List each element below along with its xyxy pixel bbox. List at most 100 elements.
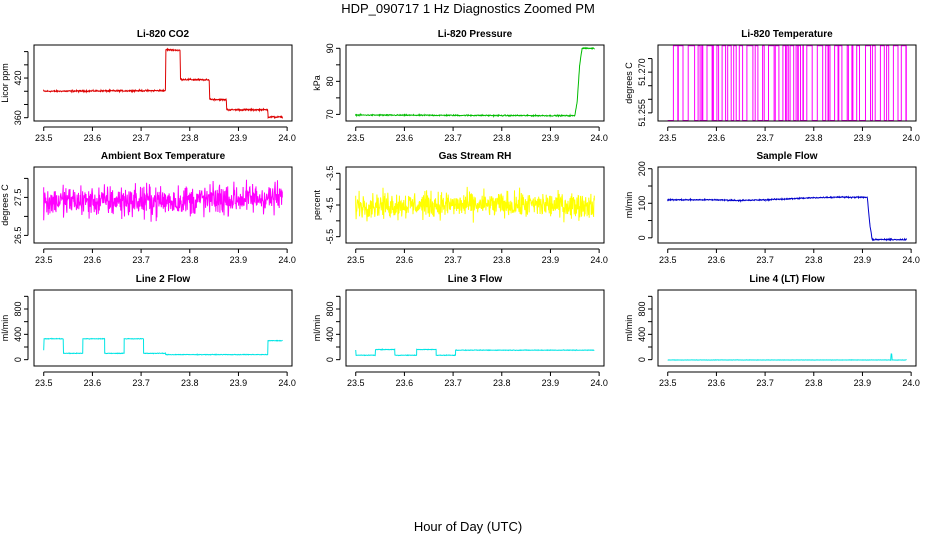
x-tick-label-line2: 23.8 [181, 378, 199, 388]
panel-title-line4: Line 4 (LT) Flow [749, 274, 825, 285]
x-tick-label-sample_flow: 23.9 [854, 255, 872, 265]
x-tick-label-temperature: 23.9 [854, 133, 872, 143]
x-tick-label-line4: 23.6 [708, 378, 726, 388]
x-tick-label-temperature: 23.8 [805, 133, 823, 143]
x-tick-label-temperature: 24.0 [902, 133, 920, 143]
y-tick-label-co2: 420 [13, 71, 23, 86]
plot-frame-ambient [33, 166, 293, 244]
plot-frame-line2 [33, 289, 293, 367]
y-tick-label-ambient: 26.5 [13, 227, 23, 245]
y-tick-label-rh: -5.5 [325, 229, 335, 245]
x-tick-label-line2: 24.0 [278, 378, 296, 388]
x-tick-label-line3: 23.6 [396, 378, 414, 388]
plot-frame-co2 [33, 44, 293, 122]
y-tick-label-line4: 0 [637, 357, 647, 362]
y-tick-label-pressure: 90 [325, 43, 335, 53]
y-label-line4: ml/min [624, 315, 634, 342]
x-tick-label-pressure: 23.5 [347, 133, 365, 143]
x-tick-label-sample_flow: 23.5 [659, 255, 677, 265]
plot-frame-pressure [345, 44, 605, 122]
x-tick-label-sample_flow: 23.7 [756, 255, 774, 265]
x-tick-label-ambient: 24.0 [278, 255, 296, 265]
x-tick-label-line3: 23.7 [444, 378, 462, 388]
series-line-rh [355, 186, 595, 223]
series-line-line3 [355, 348, 595, 357]
x-tick-label-ambient: 23.5 [35, 255, 53, 265]
y-tick-label-line4: 800 [637, 301, 647, 316]
y-tick-label-ambient: 27.5 [13, 189, 23, 207]
x-tick-label-pressure: 23.8 [493, 133, 511, 143]
panel-ambient: Ambient Box Temperature 23.5 23.6 23.7 23.8 2… [0, 151, 296, 265]
x-tick-label-line4: 23.7 [756, 378, 774, 388]
x-tick-label-line3: 23.9 [542, 378, 560, 388]
series-line-temperature [667, 45, 907, 121]
x-tick-label-line2: 23.7 [132, 378, 150, 388]
y-label-co2: Licor ppm [0, 63, 10, 103]
plot-frame-sample_flow [657, 166, 917, 244]
series-line-line4 [667, 353, 907, 362]
x-tick-label-co2: 23.5 [35, 133, 53, 143]
x-tick-label-line3: 24.0 [590, 378, 608, 388]
x-tick-label-line4: 23.5 [659, 378, 677, 388]
series-line-ambient [43, 179, 283, 222]
x-tick-label-line2: 23.6 [84, 378, 102, 388]
series-line-co2 [43, 47, 283, 120]
y-label-ambient: degrees C [0, 184, 10, 226]
panel-title-line2: Line 2 Flow [136, 274, 191, 285]
x-tick-label-co2: 23.8 [181, 133, 199, 143]
x-tick-label-co2: 23.6 [84, 133, 102, 143]
x-tick-label-pressure: 23.7 [444, 133, 462, 143]
plot-frame-line4 [657, 289, 917, 367]
y-tick-label-line2: 0 [13, 357, 23, 362]
x-tick-label-sample_flow: 23.6 [708, 255, 726, 265]
x-tick-label-co2: 24.0 [278, 133, 296, 143]
y-label-temperature: degrees C [624, 62, 634, 104]
y-tick-label-sample_flow: 100 [637, 196, 647, 211]
y-label-pressure: kPa [312, 75, 322, 91]
panel-title-line3: Line 3 Flow [448, 274, 503, 285]
x-tick-label-line3: 23.5 [347, 378, 365, 388]
y-tick-label-temperature: 51.270 [637, 58, 647, 86]
x-tick-label-rh: 23.5 [347, 255, 365, 265]
x-tick-label-rh: 24.0 [590, 255, 608, 265]
y-tick-label-line3: 0 [325, 357, 335, 362]
x-tick-label-co2: 23.9 [230, 133, 248, 143]
x-tick-label-co2: 23.7 [132, 133, 150, 143]
x-tick-label-rh: 23.7 [444, 255, 462, 265]
y-label-rh: percent [312, 189, 322, 220]
x-tick-label-line4: 23.8 [805, 378, 823, 388]
y-tick-label-temperature: 51.255 [637, 99, 647, 127]
panel-rh: Gas Stream RH 23.5 23.6 23.7 23.8 23.9 24.0 -5.… [312, 151, 608, 265]
panel-line3: Line 3 Flow 23.5 23.6 23.7 23.8 23.9 24.0 0 400 8… [312, 274, 608, 388]
x-tick-label-temperature: 23.5 [659, 133, 677, 143]
y-tick-label-line2: 800 [13, 301, 23, 316]
x-tick-label-ambient: 23.7 [132, 255, 150, 265]
panel-title-temperature: Li-820 Temperature [741, 29, 833, 40]
x-tick-label-sample_flow: 23.8 [805, 255, 823, 265]
x-tick-label-temperature: 23.6 [708, 133, 726, 143]
plot-frame-temperature [657, 44, 917, 122]
panel-title-rh: Gas Stream RH [439, 151, 512, 162]
x-tick-label-pressure: 23.9 [542, 133, 560, 143]
x-tick-label-ambient: 23.9 [230, 255, 248, 265]
panel-temperature: Li-820 Temperature 23.5 23.6 23.7 23.8 23.9 24… [624, 29, 920, 143]
series-line-line2 [43, 337, 283, 356]
x-tick-label-line4: 23.9 [854, 378, 872, 388]
x-tick-label-ambient: 23.6 [84, 255, 102, 265]
panel-title-ambient: Ambient Box Temperature [101, 151, 226, 162]
x-tick-label-pressure: 24.0 [590, 133, 608, 143]
panel-line4: Line 4 (LT) Flow 23.5 23.6 23.7 23.8 23.9 24.0… [624, 274, 920, 388]
panel-co2: Li-820 CO2 23.5 23.6 23.7 23.8 23.9 24.0 360 420… [0, 29, 296, 143]
x-tick-label-line3: 23.8 [493, 378, 511, 388]
panel-title-co2: Li-820 CO2 [137, 29, 190, 40]
panel-sample_flow: Sample Flow 23.5 23.6 23.7 23.8 23.9 24.0 0 100 2… [624, 151, 920, 265]
plot-frame-line3 [345, 289, 605, 367]
y-label-line3: ml/min [312, 315, 322, 342]
y-tick-label-line4: 400 [637, 327, 647, 342]
y-tick-label-sample_flow: 0 [637, 235, 647, 240]
figure-title: HDP_090717 1 Hz Diagnostics Zoomed PM [341, 1, 595, 16]
panel-pressure: Li-820 Pressure 23.5 23.6 23.7 23.8 23.9 24.0 7… [312, 29, 608, 143]
y-tick-label-co2: 360 [13, 110, 23, 125]
plot-frame-rh [345, 166, 605, 244]
figure-xlabel: Hour of Day (UTC) [414, 519, 522, 534]
